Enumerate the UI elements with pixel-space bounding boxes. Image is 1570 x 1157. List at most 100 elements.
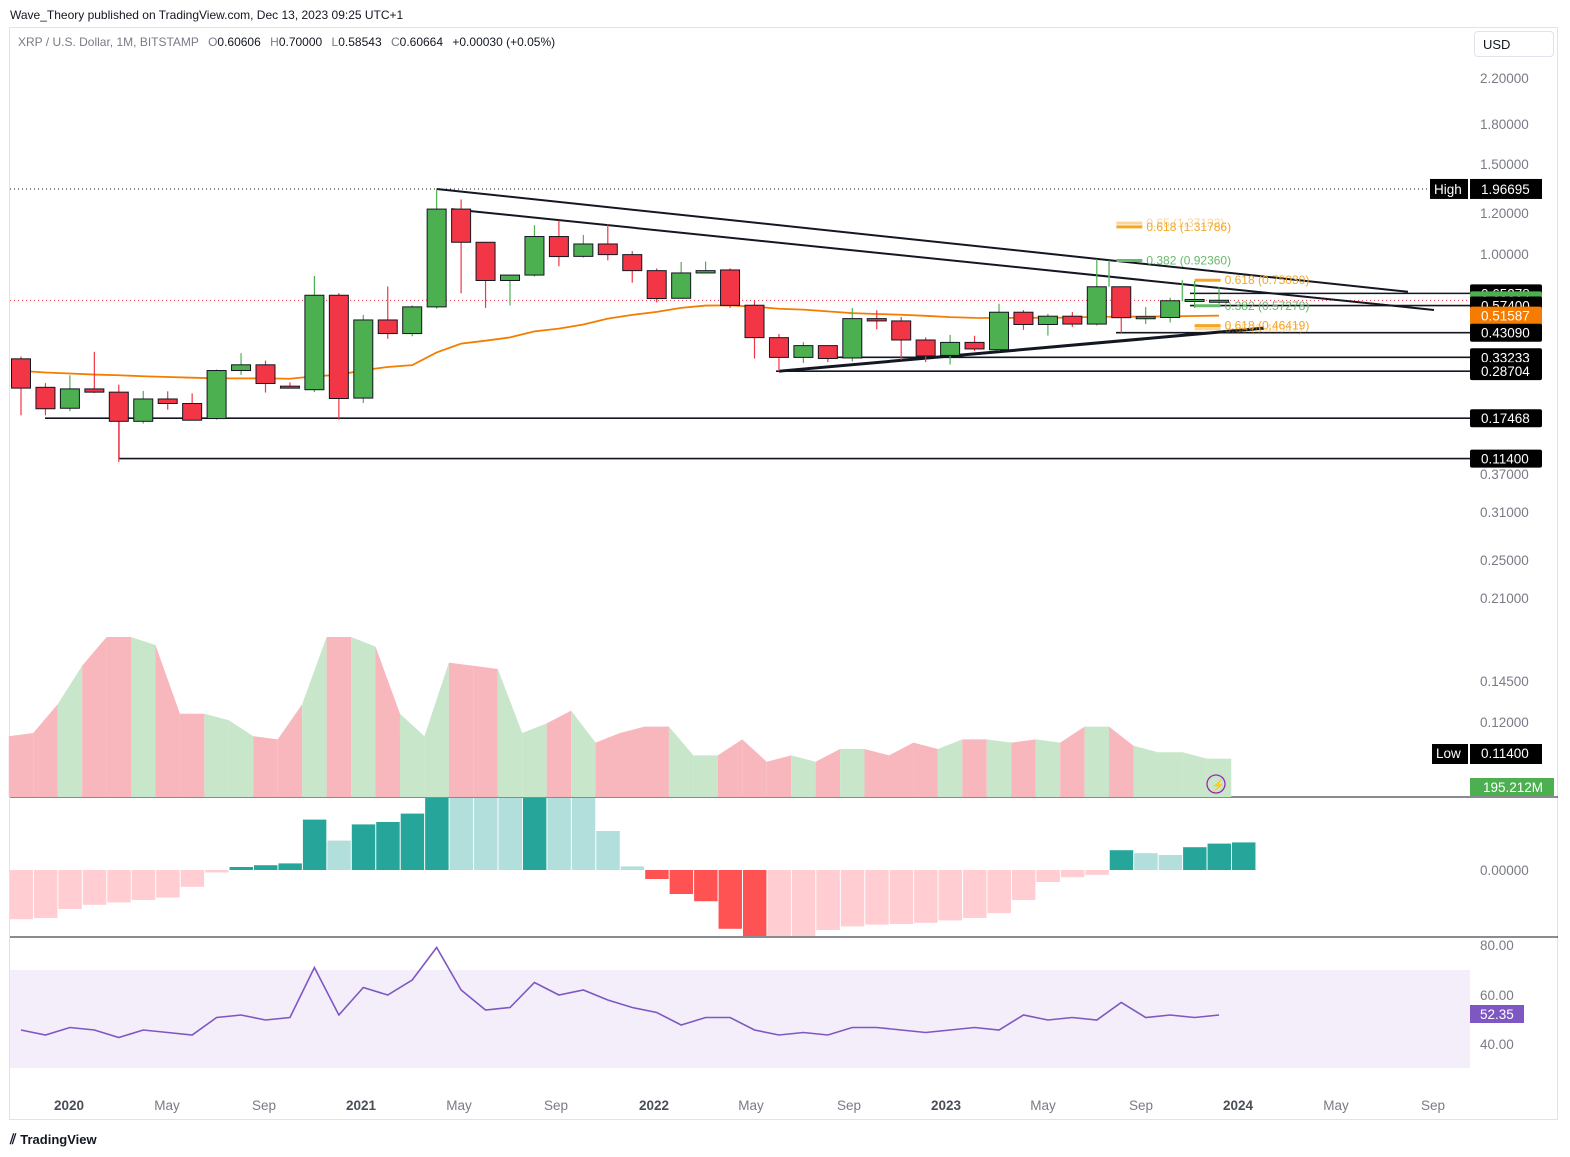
volume-bar (253, 736, 278, 797)
candle-body (500, 274, 520, 281)
low-title-box (1432, 744, 1468, 764)
candle-body (720, 269, 741, 306)
candle-body (744, 304, 765, 339)
macd-bar (327, 840, 351, 870)
time-axis-label: Sep (1129, 1098, 1153, 1113)
macd-bar (254, 865, 278, 870)
macd-bar (889, 870, 914, 924)
volume-bar (155, 645, 180, 797)
lightning-icon[interactable] (1206, 774, 1226, 794)
volume-bar (962, 739, 987, 797)
candle-body (866, 318, 887, 322)
candle-body (964, 341, 985, 350)
candle-body (84, 388, 105, 393)
low-value: 0.11400 (1481, 746, 1529, 761)
time-axis-label: Sep (252, 1098, 276, 1113)
volume-bar (1084, 726, 1110, 797)
volume-bar (277, 704, 303, 797)
candle-body (768, 337, 789, 358)
time-axis-label: Sep (837, 1098, 861, 1113)
macd-bar (1109, 850, 1134, 870)
candle-body (1111, 286, 1132, 319)
high-value-box (1470, 178, 1542, 199)
volume-bar (302, 637, 327, 797)
price-tick: 2.20000 (1480, 71, 1529, 86)
candle-body (817, 345, 838, 360)
candle-body (35, 386, 56, 410)
macd-bar (718, 870, 742, 929)
high-title-box (1430, 178, 1468, 199)
fib-label: 0.618 (0.75030) (1225, 273, 1310, 287)
macd-bar (1060, 870, 1085, 878)
candle-body (206, 370, 227, 420)
low-value-box (1470, 744, 1542, 764)
candle-body (1037, 315, 1058, 325)
time-axis-label: 2021 (346, 1098, 377, 1113)
macd-bar (620, 866, 645, 870)
macd-bar (1183, 847, 1207, 870)
time-axis-label: 2023 (931, 1098, 962, 1113)
volume-bar (693, 755, 718, 797)
volume-bar (497, 669, 523, 797)
macd-bar (645, 870, 669, 879)
candle-body (1160, 300, 1181, 318)
volume-bar (742, 739, 767, 797)
candle-body (573, 243, 594, 257)
candle-body (451, 208, 472, 243)
volume-bar (106, 637, 132, 797)
volume-bar (668, 726, 694, 797)
volume-bar (717, 739, 743, 797)
high-title: High (1434, 182, 1462, 197)
price-label-box (1470, 323, 1542, 342)
volume-bar (571, 710, 596, 797)
volume-bar (1157, 752, 1183, 797)
price-tick: 1.50000 (1480, 157, 1529, 172)
macd-bar (107, 870, 131, 903)
volume-bar (840, 749, 865, 797)
candle-body (671, 272, 692, 299)
price-label-box (1470, 348, 1542, 367)
volume-bar (791, 755, 816, 797)
macd-bar (743, 870, 767, 936)
macd-bar (596, 831, 620, 870)
price-label: 0.51587 (1481, 309, 1530, 324)
volume-value-label: 195.212M (1483, 780, 1543, 795)
candle-body (475, 241, 496, 281)
macd-bar (10, 870, 33, 920)
candle-body (353, 319, 374, 399)
volume-bar (620, 726, 645, 797)
macd-bar (914, 870, 938, 923)
time-axis-label: May (154, 1098, 180, 1113)
volume-bar (644, 726, 669, 797)
fib-label: 0.65 (0.44947) (1225, 322, 1303, 336)
symbol-name[interactable]: XRP / U.S. Dollar, 1M, BITSTAMP (18, 35, 199, 49)
price-tick: 0.31000 (1480, 505, 1529, 520)
macd-bar (376, 822, 400, 870)
macd-bar (840, 870, 865, 927)
volume-bar (399, 713, 425, 797)
macd-bar (58, 870, 82, 909)
macd-bar (865, 870, 889, 925)
macd-bar (767, 870, 791, 936)
volume-bar (375, 646, 400, 797)
candle-body (402, 306, 423, 335)
currency-button[interactable]: USD (1474, 31, 1554, 57)
close-label: C (390, 35, 400, 49)
macd-bar (1207, 843, 1231, 870)
candle-body (255, 364, 276, 384)
price-label-box (1470, 306, 1542, 325)
price-label: 0.33233 (1481, 350, 1530, 365)
macd-bar (278, 863, 302, 870)
candle-body (842, 318, 863, 359)
candle-body (328, 294, 349, 400)
price-tick: 1.20000 (1480, 206, 1529, 221)
macd-bar (425, 798, 449, 870)
candle-body (695, 270, 716, 274)
volume-bar (937, 739, 963, 797)
candle-body (548, 236, 569, 258)
macd-bar (180, 870, 205, 887)
tradingview-logo[interactable]: ⫽ TradingView (10, 1131, 97, 1148)
candle-body (1135, 316, 1156, 320)
price-tick: 0.00000 (1480, 863, 1529, 878)
